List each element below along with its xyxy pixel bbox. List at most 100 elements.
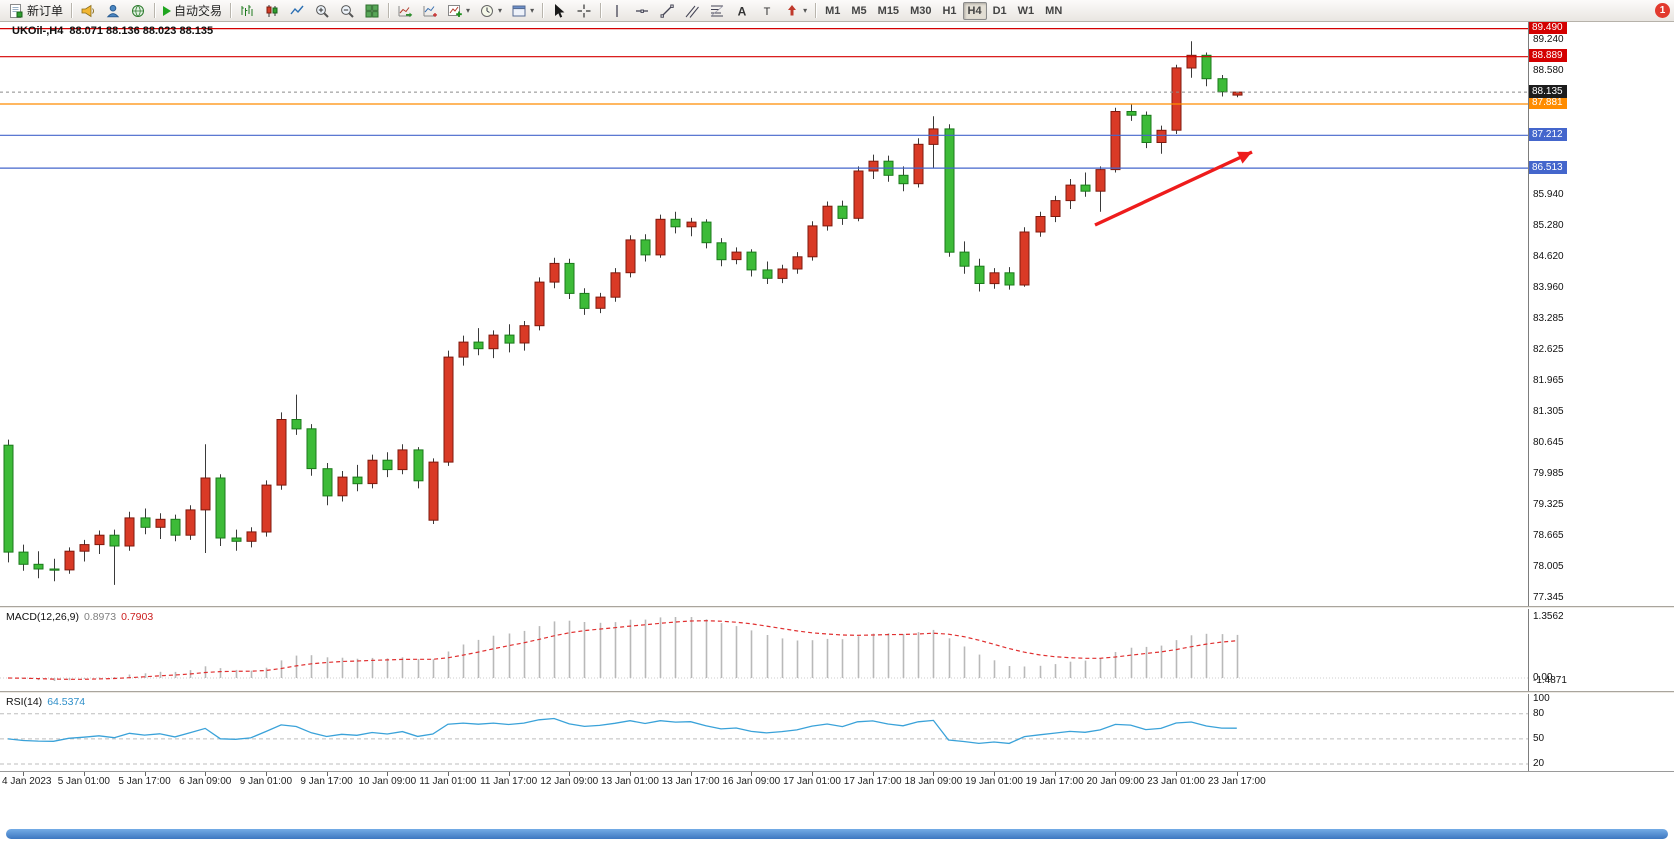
cursor-tool-button[interactable] [547,1,571,21]
rsi-plot[interactable]: RSI(14) 64.5374 [0,694,1528,771]
fibonacci-icon [710,5,724,16]
macd-axis[interactable]: 1.3562 0.00 -1.4871 [1528,609,1674,691]
rsi-axis-label: 80 [1533,707,1545,719]
trendline-icon [660,4,674,18]
rsi-axis[interactable]: 100 80 50 20 [1528,694,1674,771]
price-axis[interactable]: 89.240 88.580 85.940 85.280 84.620 83.960 83.2… [1528,22,1674,606]
price-level-tag: 86.513 [1529,160,1567,174]
time-tick [387,772,389,776]
timeframe-m30[interactable]: M30 [905,2,936,20]
macd-axis-label: 1.3562 [1533,611,1564,622]
rsi-svg[interactable] [0,694,1528,771]
clock-icon [481,4,494,17]
time-axis-corner [1528,772,1674,789]
auto-scroll-button[interactable] [393,1,417,21]
bar-chart-mode-button[interactable] [235,1,259,21]
time-tick [569,772,571,776]
timeframe-h4[interactable]: H4 [962,1,987,20]
candles-svg[interactable] [0,22,1528,606]
dropdown-caret-icon: ▾ [498,5,503,15]
chart-shift-button[interactable] [418,1,442,21]
trendline-tool-button[interactable] [655,1,679,21]
zoom-in-icon [316,4,329,18]
dropdown-caret-icon: ▾ [803,5,808,15]
alerts-button[interactable] [76,1,100,21]
channel-tool-button[interactable] [680,1,704,21]
panel-splitter[interactable] [0,691,1674,694]
dropdown-caret-icon: ▾ [466,5,471,15]
indicators-button[interactable]: ▾ [443,1,474,21]
price-axis-label: 88.580 [1533,65,1564,77]
timeframe-w1[interactable]: W1 [1013,2,1040,20]
time-tick [205,772,207,776]
candlestick-mode-button[interactable] [260,1,284,21]
rsi-axis-label: 20 [1533,758,1545,769]
timeframe-mn[interactable]: MN [1040,2,1067,20]
autotrading-button[interactable]: 自动交易 [159,1,226,21]
horizontal-line-tool-button[interactable] [630,1,654,21]
new-order-button[interactable]: 新订单 [4,1,67,21]
zoom-out-icon [341,4,354,18]
time-axis-label: 17 Jan 17:00 [843,776,902,787]
horizontal-scrollbar [0,827,1674,841]
label-tool-button[interactable]: T [755,1,779,21]
time-tick [690,772,692,776]
fibonacci-tool-button[interactable] [705,1,729,21]
svg-text:A: A [738,4,747,18]
time-axis-label: 19 Jan 17:00 [1025,776,1084,787]
price-axis-label: 84.620 [1533,250,1564,262]
separator [815,3,817,18]
mql5-profile-button[interactable] [101,1,125,21]
arrows-tool-button[interactable]: ▾ [780,1,811,21]
new-order-label: 新订单 [27,4,64,18]
profile-icon [106,4,120,17]
crosshair-icon [577,4,591,17]
text-tool-button[interactable]: A [730,1,754,21]
timeframe-h1[interactable]: H1 [937,2,961,20]
timeframe-m5[interactable]: M5 [846,2,871,20]
macd-axis-label: -1.4871 [1533,675,1567,686]
price-axis-label: 85.280 [1533,219,1564,231]
tile-windows-button[interactable] [360,1,384,21]
time-tick [629,772,631,776]
template-icon [512,5,526,16]
vertical-line-tool-button[interactable] [605,1,629,21]
notification-badge[interactable]: 1 [1655,3,1670,18]
rsi-axis-label: 50 [1533,732,1545,744]
separator [154,3,156,18]
macd-plot[interactable]: MACD(12,26,9) 0.8973 0.7903 [0,609,1528,691]
main-chart-plot[interactable]: UKOil-,H4 88.071 88.136 88.023 88.135 [0,22,1528,606]
main-chart-panel: UKOil-,H4 88.071 88.136 88.023 88.135 89.… [0,22,1674,606]
templates-button[interactable]: ▾ [507,1,538,21]
scrollbar-thumb[interactable] [6,829,1668,839]
price-level-tag: 88.889 [1529,49,1567,63]
macd-axis-label: 0.00 [1533,672,1553,684]
periods-button[interactable]: ▾ [475,1,506,21]
macd-svg[interactable] [0,609,1528,691]
crosshair-tool-button[interactable] [572,1,596,21]
time-axis-label: 11 Jan 17:00 [480,776,538,787]
time-tick [1176,772,1178,776]
status-bar [0,789,1674,827]
tile-windows-icon [365,4,379,18]
toolbar: 新订单 自动交易 [0,0,1674,22]
timeframe-m15[interactable]: M15 [873,2,904,20]
time-axis[interactable]: 4 Jan 2023 5 Jan 01:00 5 Jan 17:00 6 Jan 09… [0,771,1674,789]
panel-splitter[interactable] [0,606,1674,609]
zoom-out-button[interactable] [335,1,359,21]
rsi-panel: RSI(14) 64.5374 100 80 50 20 [0,694,1674,771]
zoom-in-button[interactable] [310,1,334,21]
line-chart-icon [290,5,304,14]
time-axis-label: 5 Jan 17:00 [118,776,171,787]
new-order-icon [10,3,23,18]
community-button[interactable] [126,1,150,21]
time-axis-label: 17 Jan 01:00 [783,776,841,787]
globe-icon [132,4,145,17]
dropdown-caret-icon: ▾ [530,5,535,15]
line-chart-mode-button[interactable] [285,1,309,21]
candlestick-icon [266,4,278,17]
timeframe-d1[interactable]: D1 [988,2,1012,20]
timeframe-m1[interactable]: M1 [820,2,845,20]
time-axis-label: 10 Jan 09:00 [358,776,417,787]
